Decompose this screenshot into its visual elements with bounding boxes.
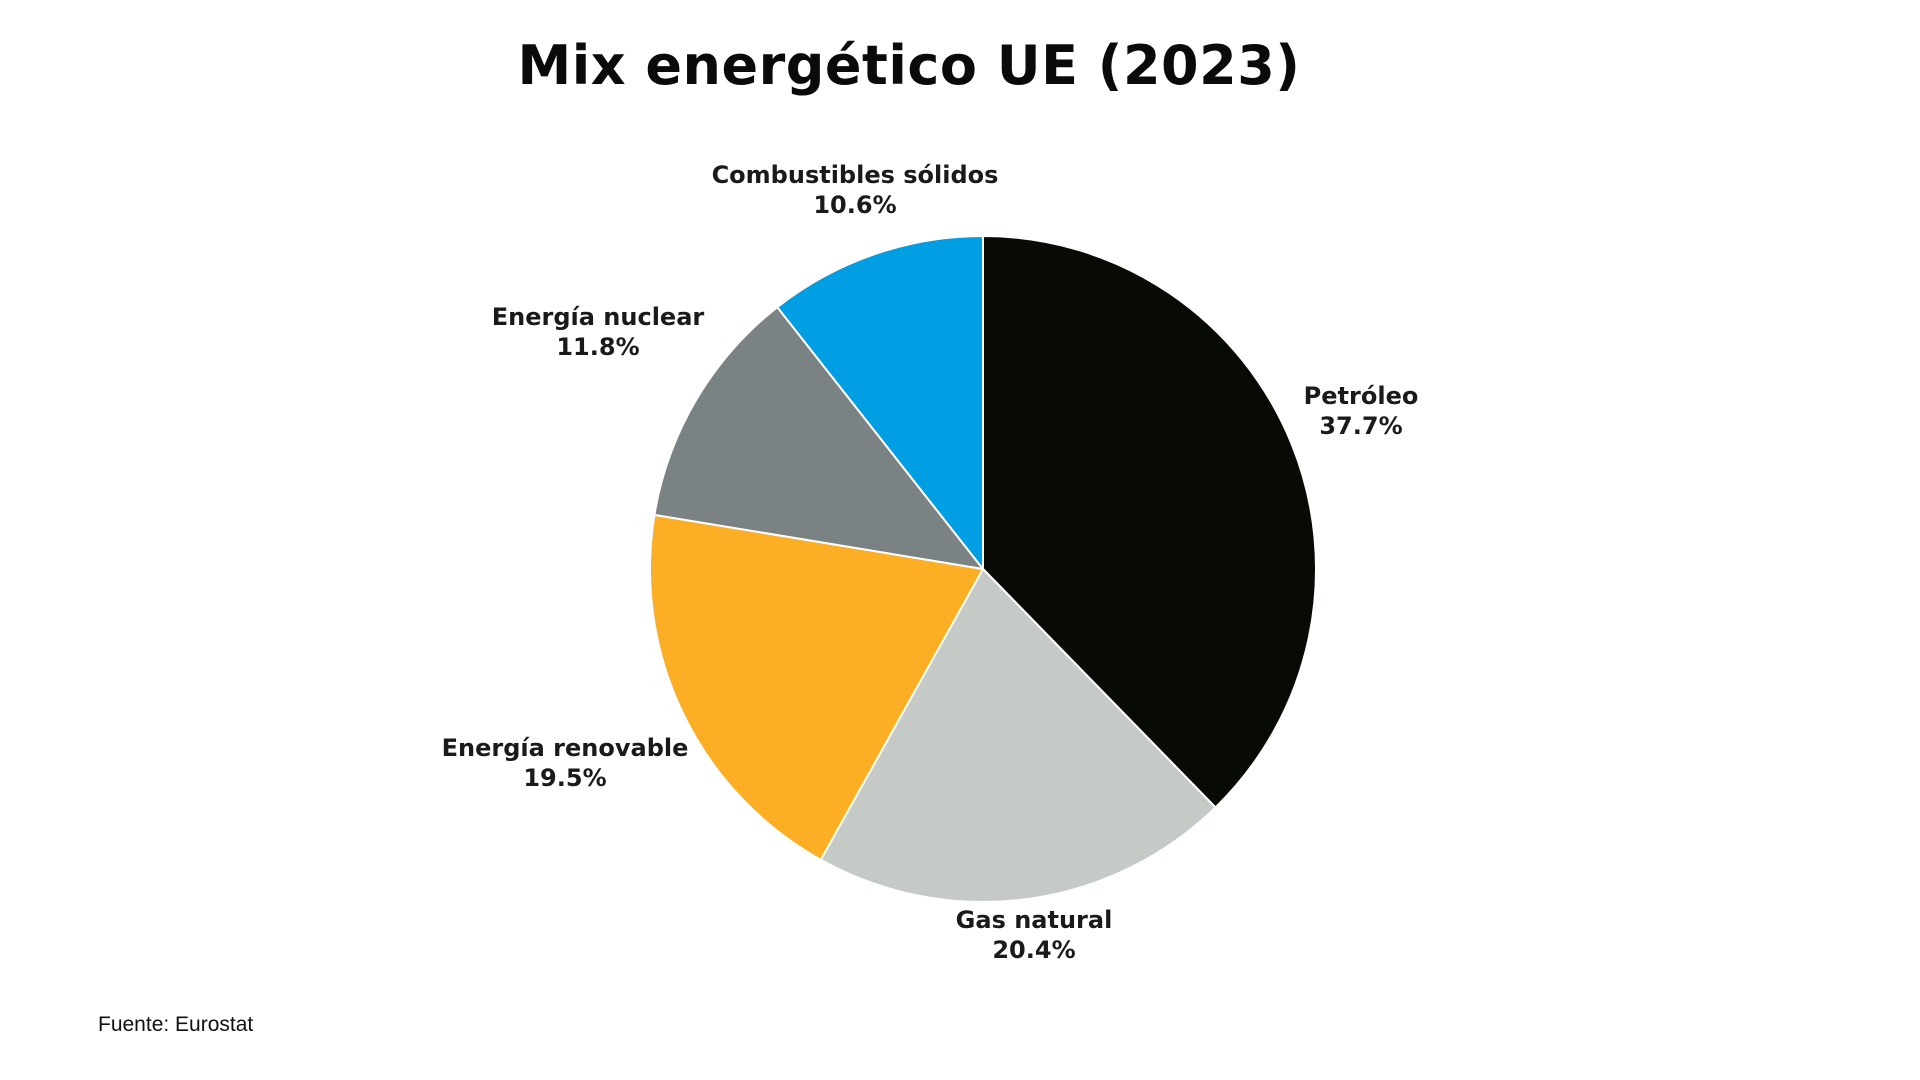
slice-value-combustibles-solidos: 10.6% — [813, 191, 896, 219]
pie-slice-energia-renovable — [649, 513, 984, 861]
pie-slice-combustibles-solidos — [776, 235, 984, 570]
pie-slice-energia-nuclear — [653, 306, 984, 570]
slice-label-petroleo: Petróleo — [1304, 382, 1419, 410]
slice-value-petroleo: 37.7% — [1319, 412, 1402, 440]
slice-label-combustibles-solidos: Combustibles sólidos — [712, 161, 999, 189]
slice-value-energia-nuclear: 11.8% — [556, 333, 639, 361]
chart-title: Mix energético UE (2023) — [517, 34, 1301, 97]
pie-slice-gas-natural — [819, 568, 1217, 903]
pie-slices — [649, 235, 1317, 903]
slice-label-gas-natural: Gas natural — [956, 906, 1113, 934]
slice-label-energia-renovable: Energía renovable — [442, 734, 689, 762]
slice-value-energia-renovable: 19.5% — [523, 764, 606, 792]
source-note: Fuente: Eurostat — [98, 1013, 254, 1036]
pie-slice-petroleo — [982, 235, 1317, 809]
slice-value-gas-natural: 20.4% — [992, 936, 1075, 964]
slice-label-energia-nuclear: Energía nuclear — [492, 303, 705, 331]
